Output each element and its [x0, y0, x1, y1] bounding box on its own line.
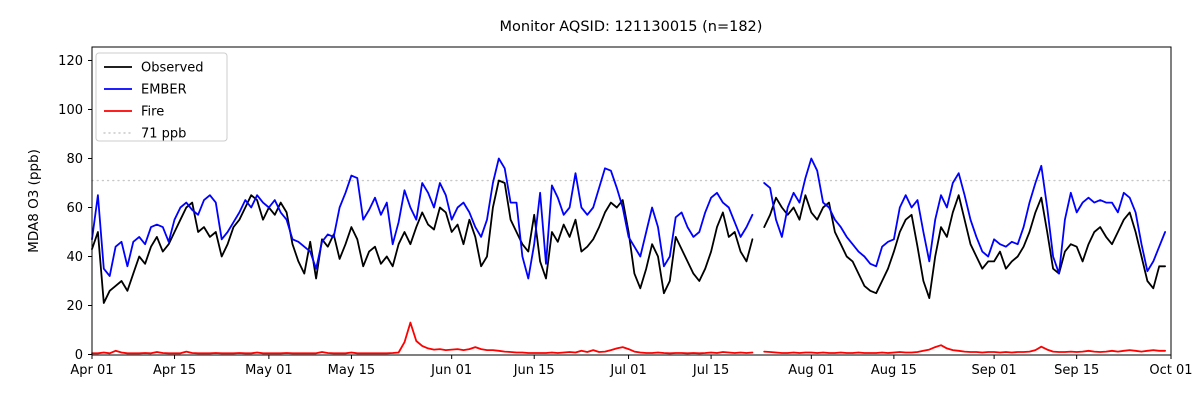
legend-label-observed: Observed [141, 61, 204, 76]
y-tick-label: 0 [75, 348, 83, 363]
legend: Observed EMBER Fire 71 ppb [95, 52, 228, 142]
series-line-fire [91, 321, 1166, 355]
x-tick-label: Aug 01 [788, 363, 834, 378]
series-line-ember [91, 157, 1166, 280]
x-tick-label: Aug 15 [871, 363, 917, 378]
x-tick-label: Apr 01 [70, 363, 113, 378]
x-tick-label: Jun 15 [513, 363, 555, 378]
legend-item-ember: EMBER [104, 83, 187, 98]
x-tick-label: Oct 01 [1149, 363, 1192, 378]
x-tick-label: Jul 01 [609, 363, 646, 378]
plot-border [91, 46, 1172, 356]
y-tick-label: 20 [66, 299, 83, 314]
x-tick-label: Sep 15 [1054, 363, 1099, 378]
legend-label-71ppb: 71 ppb [141, 127, 186, 142]
x-tick-label: Jul 15 [692, 363, 729, 378]
axis-ticks: Apr 01 Apr 15 May 01 May 15 Jun 01 Jun 15 Jul … [58, 54, 1192, 378]
legend-label-fire: Fire [141, 105, 164, 120]
x-tick-label: May 15 [328, 363, 376, 378]
y-axis-label: MDA8 O3 (ppb) [26, 149, 42, 253]
y-tick-label: 60 [66, 201, 83, 216]
legend-box [95, 52, 228, 142]
x-tick-label: Sep 01 [972, 363, 1017, 378]
legend-item-observed: Observed [104, 61, 204, 76]
y-tick-label: 40 [66, 250, 83, 265]
y-tick-label: 100 [58, 103, 83, 118]
legend-item-fire: Fire [104, 105, 164, 120]
legend-label-ember: EMBER [141, 83, 187, 98]
x-tick-label: May 01 [245, 363, 293, 378]
y-tick-label: 80 [66, 152, 83, 167]
x-tick-label: Jun 01 [430, 363, 472, 378]
legend-item-71ppb: 71 ppb [103, 127, 186, 142]
chart-title: Monitor AQSID: 121130015 (n=182) [500, 19, 763, 35]
series-lines [91, 157, 1166, 355]
x-tick-label: Apr 15 [153, 363, 196, 378]
y-tick-label: 120 [58, 54, 83, 69]
series-line-observed [91, 179, 1166, 304]
